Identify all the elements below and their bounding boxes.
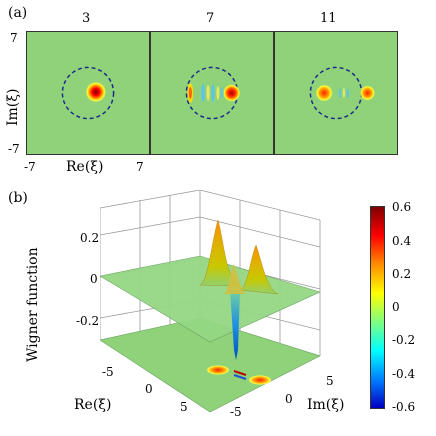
im-tick-0: -5 [230, 405, 242, 419]
colorbar-tick-4: -0.2 [392, 333, 416, 347]
colorbar-tick-3: 0 [392, 300, 400, 314]
projection-peak-left [206, 365, 230, 375]
colorbar [370, 206, 385, 409]
surface-peak-right [239, 244, 279, 295]
wigner-3d-plot [100, 190, 321, 413]
wigner-peak [85, 81, 107, 103]
re-axis-label-b: Re(ξ) [74, 397, 112, 413]
x-tick-right: 7 [136, 160, 144, 174]
negative-dip [230, 290, 240, 360]
wigner-panel-1 [26, 31, 150, 155]
z-axis-label: Wigner function [25, 247, 41, 362]
y-axis-label-a: Im(ξ) [5, 88, 21, 126]
left-peak [315, 84, 334, 102]
y-tick-top: 7 [10, 31, 18, 45]
projection-peak-right [248, 375, 272, 385]
colorbar-tick-6: -0.6 [392, 400, 416, 414]
projection-fringes [233, 370, 247, 380]
wigner-map-2 [151, 32, 273, 154]
im-tick-1: 0 [285, 392, 293, 406]
panel-title-1: 3 [82, 11, 91, 26]
wigner-panel-2 [150, 31, 274, 155]
dashed-circle-1 [61, 66, 115, 120]
colorbar-tick-5: -0.4 [392, 367, 416, 381]
colorbar-tick-2: 0.2 [392, 267, 412, 281]
x-tick-left: -7 [24, 160, 36, 174]
x-axis-label-a: Re(ξ) [66, 159, 104, 175]
z-tick-1: 0 [90, 272, 98, 286]
interference-ridge [224, 264, 246, 294]
colorbar-tick-0: 0.6 [392, 200, 412, 214]
im-tick-2: 5 [326, 374, 334, 388]
projection-plane [100, 317, 321, 413]
wigner-panel-3 [274, 31, 398, 155]
part-a-label: (a) [8, 5, 28, 21]
im-axis-label-b: Im(ξ) [307, 397, 345, 413]
wigner-map-3 [275, 32, 397, 154]
part-b-label: (b) [8, 190, 28, 206]
panel-title-3: 11 [320, 11, 337, 26]
y-tick-bottom: -7 [8, 142, 20, 156]
wigner-map-1 [27, 32, 149, 154]
re-tick-2: 5 [180, 400, 188, 414]
colorbar-tick-1: 0.4 [392, 234, 412, 248]
interference-fringes-3 [338, 88, 349, 98]
re-tick-0: -5 [102, 365, 114, 379]
interference-fringes [201, 84, 224, 102]
panel-title-2: 7 [206, 11, 215, 26]
re-tick-1: 0 [145, 382, 153, 396]
z-tick-0: 0.2 [80, 231, 100, 245]
right-peak-3 [359, 85, 376, 101]
right-peak [222, 84, 241, 102]
z-tick-2: -0.2 [76, 314, 100, 328]
